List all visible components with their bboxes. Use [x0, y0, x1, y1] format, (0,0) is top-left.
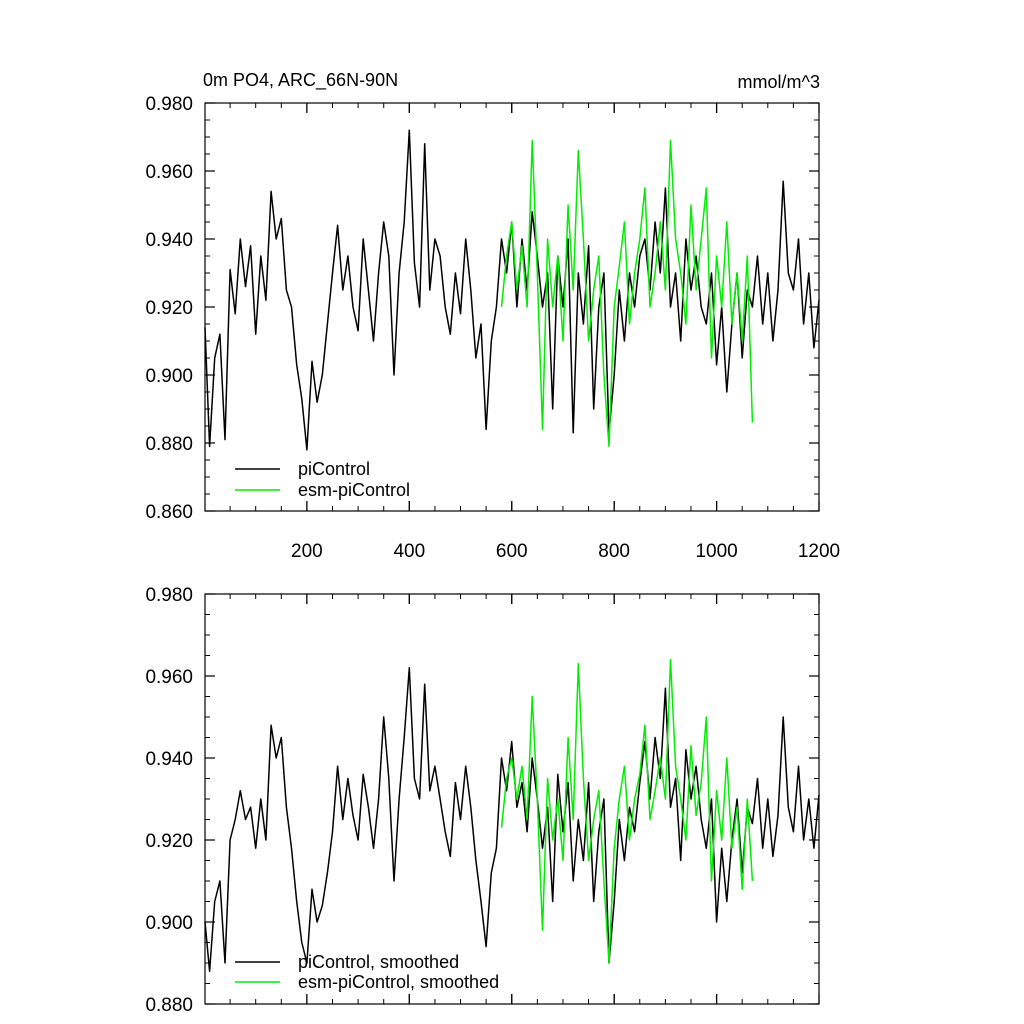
y-tick-label: 0.980 [145, 94, 193, 115]
y-tick-label: 0.940 [145, 749, 193, 770]
y-tick-label: 0.900 [145, 366, 193, 387]
x-tick-label: 400 [393, 541, 425, 562]
x-tick-label: 600 [496, 541, 528, 562]
x-tick-label: 1000 [695, 541, 737, 562]
y-tick-label: 0.920 [145, 831, 193, 852]
legend-label-esm-picontrol: esm-piControl [298, 480, 410, 500]
x-tick-label: 1200 [798, 541, 840, 562]
y-tick-label: 0.920 [145, 298, 193, 319]
legend-label-picontrol-smoothed: piControl, smoothed [298, 952, 459, 972]
top-legend: piControl esm-piControl [235, 459, 410, 500]
bottom-axes: 0.880 0.900 0.920 0.940 0.960 0.980 [145, 585, 820, 1016]
y-tick-label: 0.900 [145, 913, 193, 934]
y-tick-label: 0.880 [145, 434, 193, 455]
top-panel: 0m PO4, ARC_66N-90N mmol/m^3 0.8600.8800… [145, 70, 840, 562]
series-line-picontrol [204, 129, 820, 451]
y-tick-label: 0.960 [145, 667, 193, 688]
x-tick-label: 200 [291, 541, 323, 562]
bottom-plot-lines [204, 658, 820, 972]
top-plot-lines [204, 129, 820, 451]
series-line-picontrol-smoothed [204, 667, 820, 972]
y-tick-label: 0.880 [145, 995, 193, 1016]
y-tick-label: 0.940 [145, 230, 193, 251]
y-tick-label: 0.980 [145, 585, 193, 606]
y-tick-label: 0.860 [145, 502, 193, 523]
legend-label-esm-picontrol-smoothed: esm-piControl, smoothed [298, 972, 499, 992]
top-axes: 0.860 0.880 0.900 0.920 0.940 0.960 0.980 200 40… [145, 94, 840, 562]
units-label: mmol/m^3 [738, 72, 820, 92]
series-line-esm-picontrol [500, 139, 754, 448]
y-tick-label: 0.960 [145, 162, 193, 183]
bottom-legend: piControl, smoothed esm-piControl, smoot… [235, 952, 499, 992]
x-tick-label: 800 [598, 541, 630, 562]
bottom-plot-frame [204, 593, 820, 1005]
top-plot-frame [204, 102, 820, 512]
series-line-esm-picontrol-smoothed [500, 658, 754, 964]
bottom-panel: 0.880 0.900 0.920 0.940 0.960 0.980 piControl… [145, 585, 820, 1016]
legend-label-picontrol: piControl [298, 459, 370, 479]
chart-title: 0m PO4, ARC_66N-90N [203, 70, 398, 91]
